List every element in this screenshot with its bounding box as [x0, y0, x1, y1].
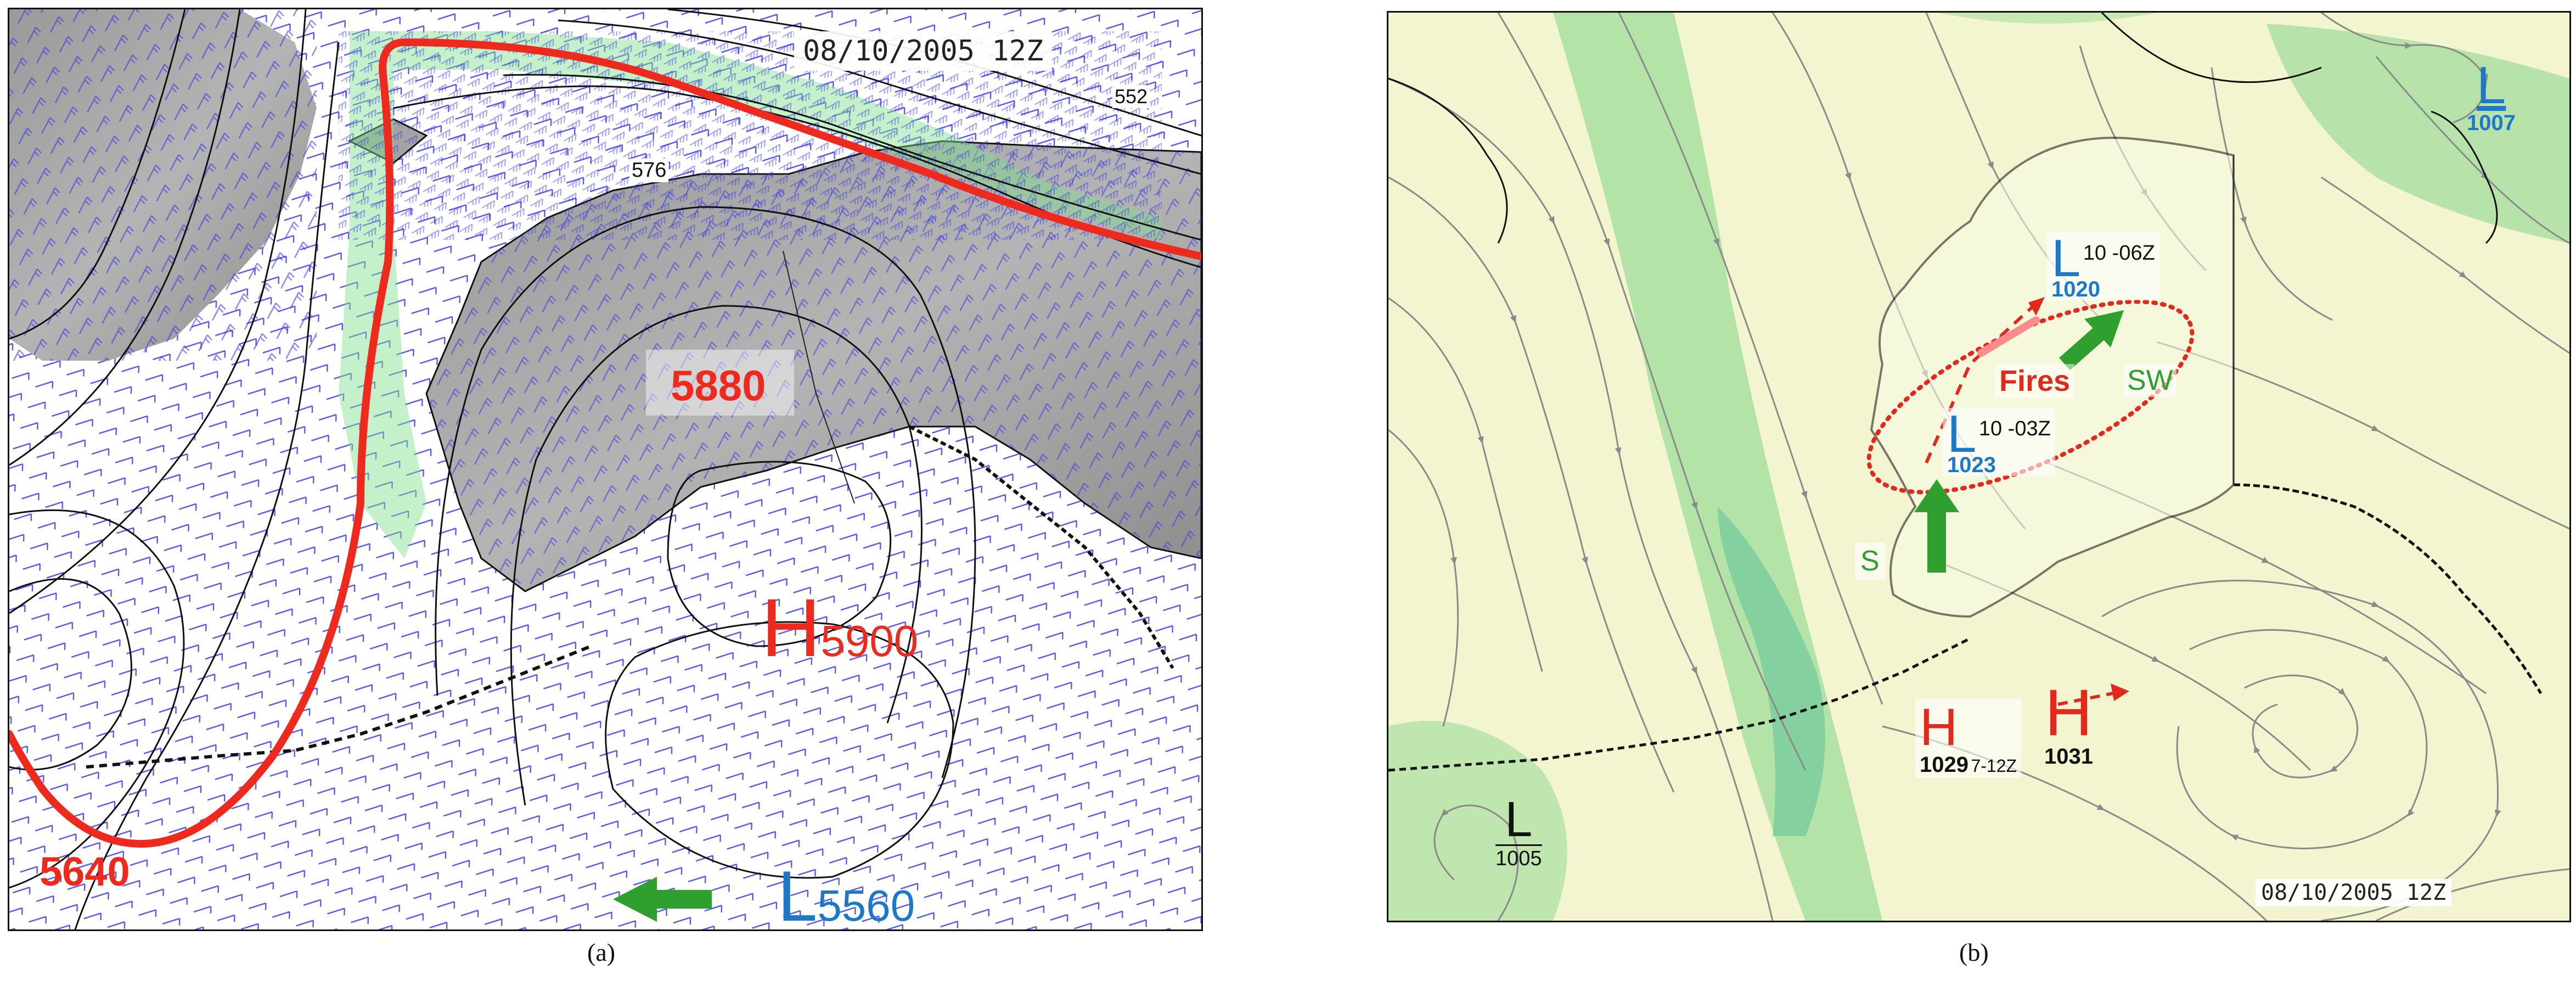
contour-label-576: 576 — [629, 159, 669, 182]
low-time-1020: 10 -06Z — [2083, 242, 2155, 265]
high-track-arrowhead — [2111, 684, 2129, 701]
height-label-5880: 5880 — [671, 361, 766, 410]
low-center-a: L5560 — [778, 855, 915, 931]
low-letter-1020: L — [2051, 229, 2081, 288]
low-track-arrowhead — [2028, 297, 2045, 316]
high-letter-1029: H — [1920, 698, 1958, 757]
canadian-arctic-islands — [2431, 110, 2498, 244]
moisture-band-northeast — [2266, 24, 2569, 243]
alaska-wind-barbs — [426, 141, 1201, 591]
high-center-1031: H 1031 — [2044, 680, 2093, 767]
high-letter-a: H — [761, 581, 821, 674]
low-track-highlight — [1977, 316, 2040, 357]
low-time-1023: 10 -03Z — [1978, 417, 2051, 440]
alaska-panhandle-coast — [908, 425, 1174, 669]
moisture-band-north — [1937, 13, 2157, 24]
panel-a-500hpa-map: 08/10/2005 12Z 552 576 5880 H5900 L5560 … — [8, 8, 1203, 931]
low-letter-1005: L — [1505, 792, 1533, 847]
arrow-label-sw: SW — [2124, 364, 2176, 397]
high-center-a: H5900 — [761, 580, 918, 675]
high-value-a: 5900 — [820, 617, 919, 665]
low-pressure-1023: 1023 — [1947, 453, 1996, 477]
panel-a-map-graphic — [9, 9, 1201, 929]
alaska-panhandle — [2233, 483, 2543, 694]
canada-us-boundary — [783, 250, 855, 504]
label-5880-backdrop — [646, 350, 794, 416]
flow-arrow-sw — [2059, 310, 2124, 371]
low-center-1005: L 1005 — [1495, 795, 1542, 869]
panel-b-surface-map: L 1007 L 10 -06Z 1020 L 10 -03Z 1023 Fir… — [1387, 11, 2571, 922]
panel-a-datetime: 08/10/2005 12Z — [794, 31, 1053, 71]
caption-a: (a) — [587, 938, 616, 966]
low-pressure-1020: 1020 — [2051, 277, 2100, 301]
low-value-a: 5560 — [817, 881, 915, 930]
high-letter-1031: H — [2045, 676, 2093, 749]
low-letter-1007: L — [2476, 56, 2506, 115]
aleutian-islands-b — [1388, 637, 1971, 772]
height-label-5640: 5640 — [40, 849, 130, 894]
low-center-1023: L 10 -03Z 1023 — [1943, 408, 2055, 476]
low-pressure-1005: 1005 — [1495, 844, 1542, 869]
caption-b: (b) — [1959, 938, 1989, 966]
geopotential-height-contours — [9, 9, 1201, 929]
low-letter-1023: L — [1947, 405, 1977, 463]
moisture-band-west — [1553, 13, 1882, 921]
flow-arrow-s — [1914, 479, 1959, 573]
contour-label-552: 552 — [1112, 85, 1150, 108]
low-letter-a: L — [778, 856, 818, 931]
fires-label: Fires — [1995, 364, 2075, 398]
high-track-dashed — [2057, 692, 2113, 706]
low-pressure-1007: 1007 — [2467, 111, 2516, 135]
aleutian-islands — [86, 645, 592, 769]
high-pressure-1031: 1031 — [2044, 744, 2093, 769]
high-time-1029: 7-12Z — [1971, 756, 2017, 776]
panel-b-datetime: 08/10/2005 12Z — [2256, 879, 2452, 906]
low-center-1020: L 10 -06Z 1020 — [2047, 232, 2159, 300]
flow-arrow-west — [613, 877, 712, 922]
high-pressure-1029: 1029 — [1920, 753, 1968, 777]
high-center-1029: H 1029 7-12Z — [1915, 698, 2022, 778]
highlight-contour-red — [9, 38, 1201, 848]
low-center-1007: L 1007 — [2467, 56, 2516, 135]
arrow-label-s: S — [1855, 542, 1885, 580]
panel-b-map-graphic — [1388, 13, 2569, 921]
arctic-coast — [2101, 13, 2322, 83]
siberia-wind-barbs — [9, 9, 317, 361]
moisture-band-core — [1718, 507, 1825, 836]
siberia-coast — [1388, 77, 1508, 244]
